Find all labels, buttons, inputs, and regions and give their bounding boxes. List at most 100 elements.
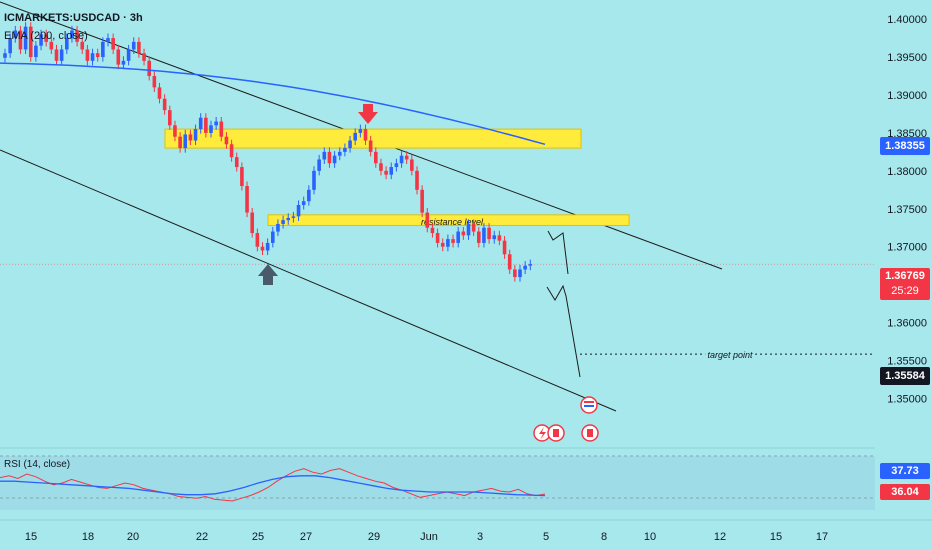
- candle-body: [152, 76, 157, 88]
- rsi-legend-label[interactable]: RSI (14, close): [4, 459, 71, 470]
- candle-body: [379, 163, 383, 171]
- price-tick-label: 1.35000: [887, 393, 927, 405]
- us-flag-stripe-icon: [584, 405, 594, 407]
- symbol-title[interactable]: ICMARKETS:USDCAD · 3h: [4, 12, 143, 24]
- ema-200-line: [0, 62, 546, 146]
- candle-body: [389, 167, 394, 175]
- candle-body: [404, 155, 409, 160]
- candle-body: [276, 223, 280, 232]
- candle-body: [3, 53, 7, 58]
- candle-body: [461, 231, 466, 236]
- candle-body: [307, 189, 311, 202]
- candle-body: [116, 49, 121, 65]
- candle-body: [497, 235, 502, 241]
- maple-leaf-icon: [587, 429, 593, 437]
- candle-body: [106, 38, 110, 42]
- candle-body: [142, 53, 146, 61]
- candle-body: [420, 189, 424, 213]
- candle-body: [332, 155, 337, 164]
- bar-countdown: 25:29: [891, 285, 919, 297]
- candle-body: [80, 41, 85, 50]
- candle-body: [111, 38, 115, 50]
- candle-body: [229, 144, 234, 158]
- candle-body: [173, 125, 177, 137]
- candle-body: [147, 60, 151, 77]
- supply-zone-upper: [164, 128, 582, 149]
- candle-body: [440, 242, 445, 247]
- lightning-event-icon: [539, 427, 546, 440]
- candle-body: [471, 223, 476, 232]
- candle-body: [240, 167, 244, 187]
- candle-body: [85, 49, 90, 61]
- candle-body: [49, 41, 54, 50]
- candle-body: [415, 170, 419, 190]
- candle-body: [204, 117, 208, 133]
- candle-body: [451, 239, 455, 243]
- candle-body: [95, 53, 100, 58]
- candle-body: [384, 170, 388, 175]
- candle-body: [291, 216, 296, 218]
- candle-body: [162, 98, 167, 111]
- candle-body: [178, 136, 182, 149]
- time-tick-label: 25: [252, 531, 264, 543]
- price-tick-label: 1.40000: [887, 14, 927, 26]
- channel-lower-line: [0, 149, 617, 412]
- time-tick-label: 22: [196, 531, 208, 543]
- candle-body: [528, 264, 533, 266]
- candle-body: [312, 170, 316, 190]
- target-price-badge: 1.35584: [880, 367, 930, 385]
- price-tick-label: 1.36000: [887, 318, 927, 330]
- candle-body: [394, 163, 399, 168]
- candle-body: [477, 231, 481, 243]
- candle-body: [59, 49, 64, 61]
- rsi-band-background: [0, 456, 875, 510]
- price-tick-label: 1.37000: [887, 242, 927, 254]
- candle-body: [13, 30, 18, 39]
- price-tick-label: 1.35500: [887, 356, 927, 368]
- candle-body: [358, 129, 363, 133]
- time-tick-label: 17: [816, 531, 828, 543]
- candle-body: [518, 269, 522, 278]
- time-tick-label: 27: [300, 531, 312, 543]
- last-price-value: 1.36769: [885, 270, 925, 282]
- candle-body: [399, 155, 404, 164]
- ema-legend-label[interactable]: EMA (200, close): [4, 30, 88, 42]
- time-tick-label: Jun: [420, 531, 438, 543]
- candle-body: [214, 121, 218, 126]
- price-tick-label: 1.37500: [887, 204, 927, 216]
- time-tick-label: 10: [644, 531, 656, 543]
- target-point-label: target point: [707, 350, 753, 360]
- candle-body: [188, 134, 193, 141]
- candle-body: [456, 231, 460, 243]
- time-tick-label: 8: [601, 531, 607, 543]
- candle-body: [260, 246, 265, 251]
- candle-body: [8, 38, 12, 54]
- rsi-ma-value-badge: 36.04: [880, 484, 930, 500]
- time-tick-label: 12: [714, 531, 726, 543]
- candle-body: [224, 136, 229, 145]
- candle-body: [183, 134, 188, 149]
- candle-body: [39, 34, 43, 46]
- candle-body: [255, 233, 260, 247]
- candle-body: [523, 265, 527, 270]
- price-tick-label: 1.38000: [887, 166, 927, 178]
- last-price-badge: 1.36769 25:29: [880, 268, 930, 300]
- candle-body: [301, 201, 306, 205]
- price-tick-label: 1.39000: [887, 90, 927, 102]
- candle-body: [18, 30, 23, 50]
- candle-body: [327, 151, 332, 164]
- candle-body: [502, 240, 507, 255]
- rsi-value-badge: 37.73: [880, 463, 930, 479]
- price-tick-label: 1.38500: [887, 128, 927, 140]
- candle-body: [245, 186, 249, 213]
- candle-body: [250, 212, 254, 234]
- candle-body: [137, 41, 141, 54]
- candle-body: [507, 254, 512, 270]
- candle-body: [343, 148, 347, 152]
- candle-body: [34, 45, 38, 58]
- candle-body: [193, 129, 198, 141]
- candle-body: [317, 159, 321, 171]
- candle-body: [374, 151, 378, 164]
